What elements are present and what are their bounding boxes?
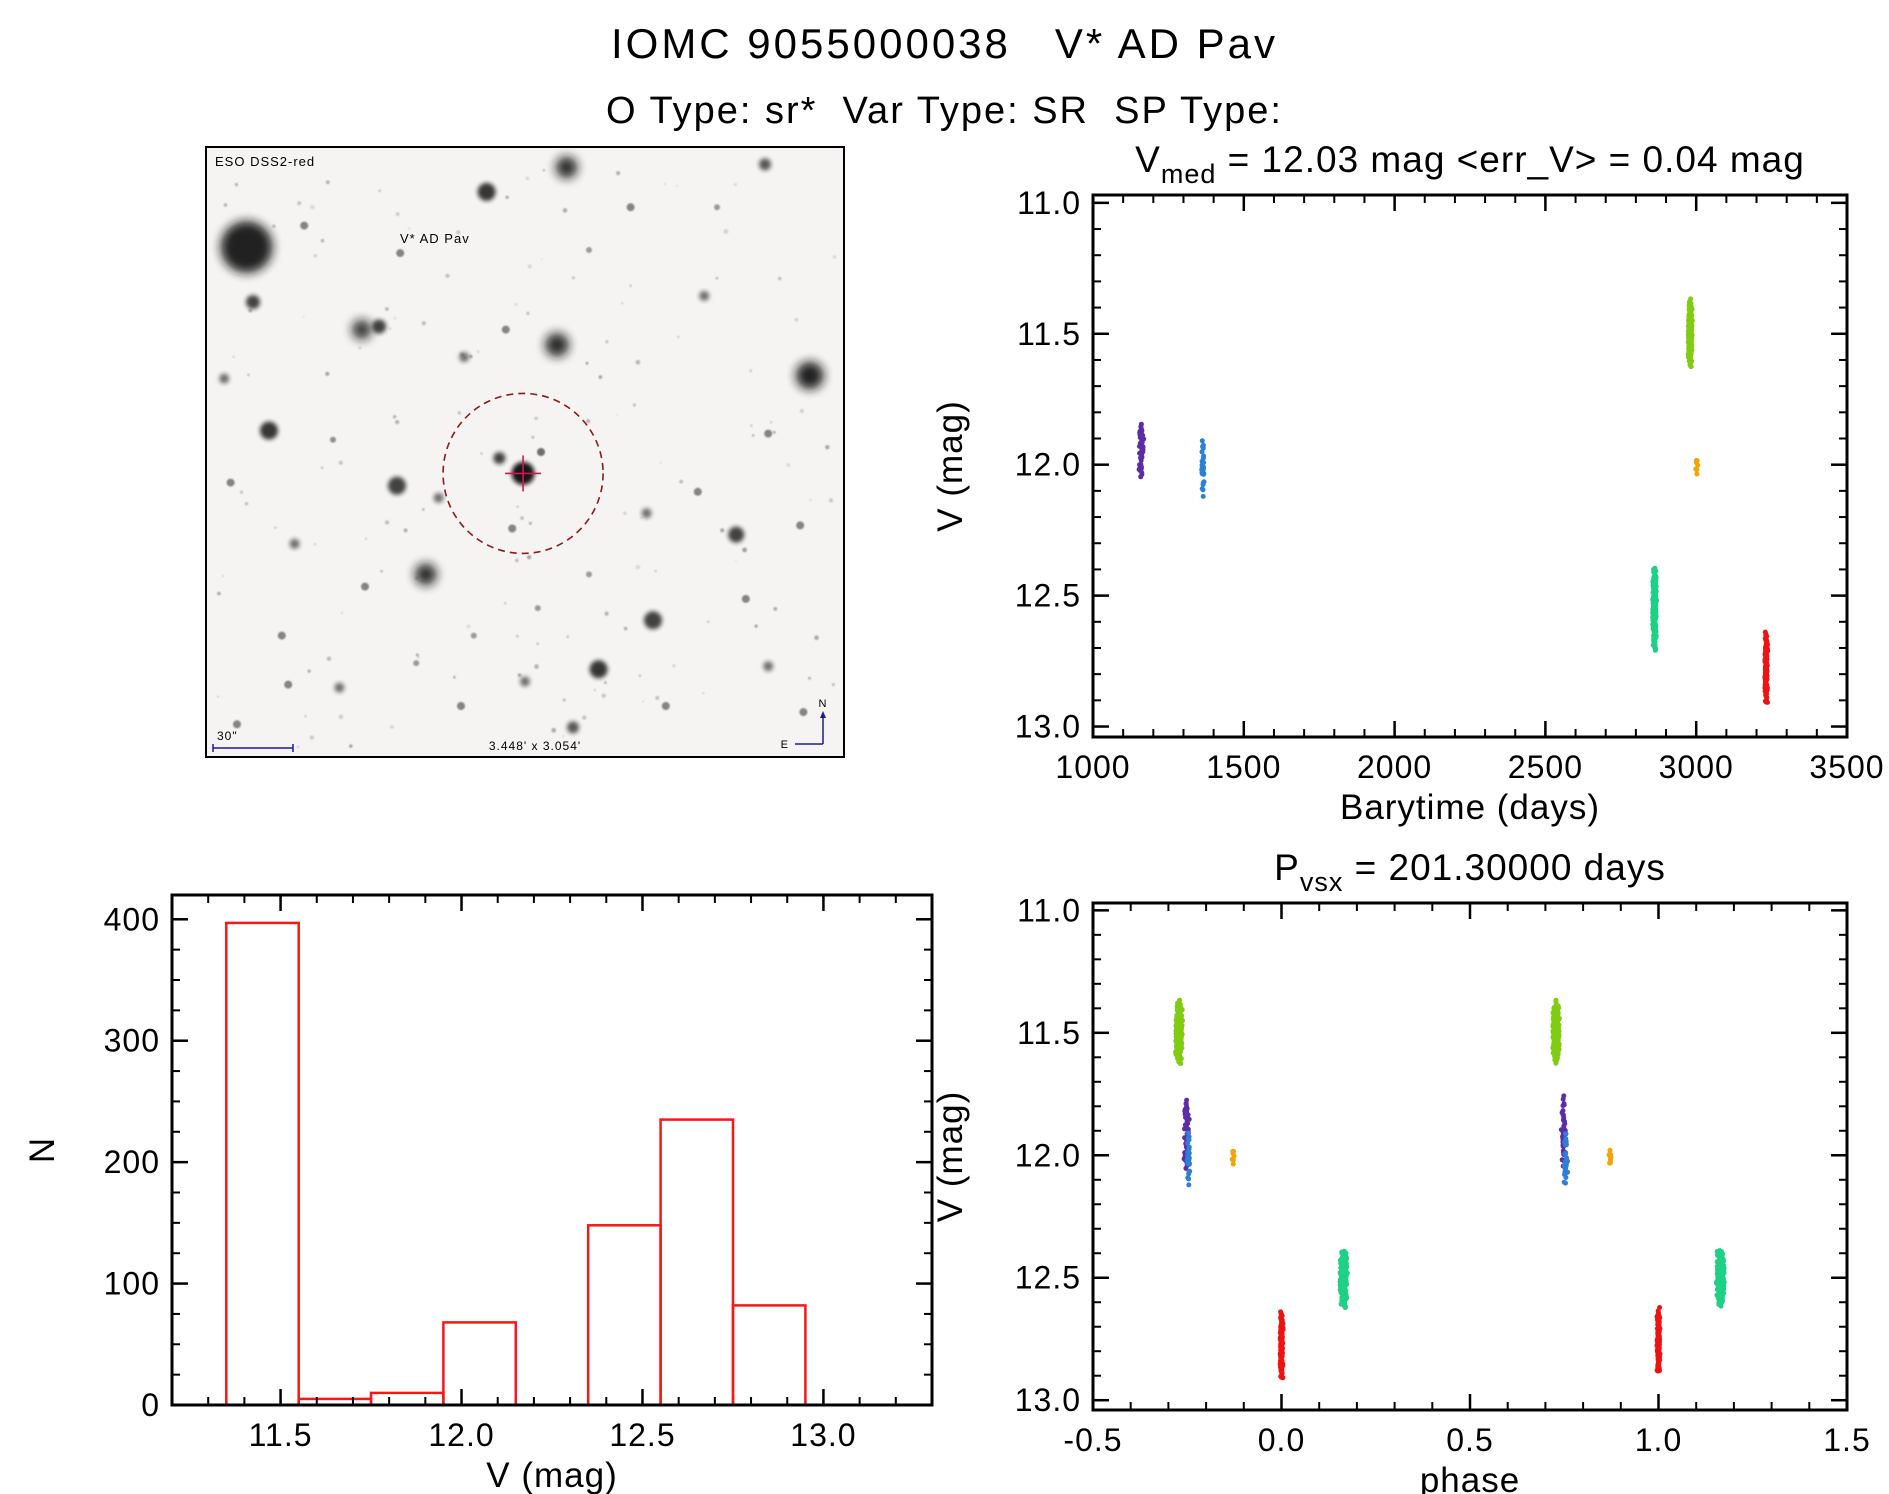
- y-tick-label: 0: [141, 1387, 160, 1423]
- y-tick-label: 13.0: [1015, 1382, 1081, 1418]
- scale-label: 30": [217, 729, 238, 743]
- y-tick-label: 11.0: [1017, 185, 1081, 221]
- target-label: V* AD Pav: [400, 231, 470, 246]
- y-axis-label: V (mag): [931, 1091, 970, 1222]
- compass-north-label: N: [819, 698, 828, 710]
- x-tick-label: 1.0: [1635, 1422, 1682, 1458]
- page-title: IOMC 9055000038 V* AD Pav: [610, 20, 1278, 67]
- y-tick-label: 12.5: [1015, 578, 1081, 614]
- starfield-image: ESO DSS2-red V* AD Pav 30" 3.448' x 3.054' N…: [205, 146, 845, 758]
- axes: -0.5 0.0 0.5 1.0 1.5 11.0 11.5 12.0 12.5 13.0: [1015, 892, 1870, 1458]
- y-axis-label: N: [23, 1137, 62, 1163]
- survey-label: ESO DSS2-red: [215, 154, 315, 169]
- compass: NE: [781, 698, 828, 751]
- y-tick-label: 12.0: [1015, 447, 1081, 483]
- y-tick-label: 400: [104, 901, 160, 937]
- x-tick-label: 3000: [1659, 749, 1734, 785]
- y-tick-label: 12.5: [1015, 1260, 1081, 1296]
- x-tick-label: 1000: [1055, 749, 1130, 785]
- x-tick-label: 1500: [1206, 749, 1281, 785]
- x-axis-label: V (mag): [486, 1456, 617, 1494]
- phase-chart: -0.5 0.0 0.5 1.0 1.5 11.0 11.5 12.0 12.5 13.0 Pvsx…: [900, 845, 1889, 1494]
- data-points: [1136, 296, 1771, 705]
- x-tick-label: 13.0: [790, 1417, 856, 1453]
- x-axis-label: Barytime (days): [1340, 788, 1600, 827]
- x-tick-label: 2000: [1357, 749, 1432, 785]
- y-tick-label: 13.0: [1015, 709, 1081, 745]
- target-cross-marker: [505, 455, 542, 492]
- x-tick-label: 12.0: [428, 1417, 494, 1453]
- y-tick-label: 12.0: [1015, 1137, 1081, 1173]
- axes: 11.5 12.0 12.5 13.0 0 100 200 300 400: [104, 893, 934, 1453]
- x-tick-label: 12.5: [609, 1417, 675, 1453]
- lightcurve-chart: 1000 1500 2000 2500 3000 3500 11.0 11.5 12.0 12.5…: [900, 138, 1889, 840]
- y-tick-label: 11.5: [1017, 1015, 1081, 1051]
- aperture-circle: [442, 392, 604, 555]
- x-tick-label: 1.5: [1823, 1422, 1870, 1458]
- x-tick-label: -0.5: [1063, 1422, 1122, 1458]
- x-tick-label: 3500: [1809, 749, 1884, 785]
- x-tick-label: 11.5: [249, 1417, 313, 1453]
- axes: 1000 1500 2000 2500 3000 3500 11.0 11.5 12.0 12.5…: [1015, 185, 1884, 785]
- histogram-chart: 11.5 12.0 12.5 13.0 0 100 200 300 400 V (mag) N: [20, 840, 940, 1494]
- chart-title: Vmed = 12.03 mag <err_V> = 0.04 mag: [1135, 139, 1805, 189]
- page-subtitle: O Type: sr* Var Type: SR SP Type:: [606, 90, 1283, 132]
- y-tick-label: 11.0: [1017, 892, 1081, 928]
- chart-title: Pvsx = 201.30000 days: [1274, 847, 1666, 897]
- data-points: [1173, 997, 1727, 1381]
- y-tick-label: 11.5: [1017, 316, 1081, 352]
- y-axis-label: V (mag): [931, 400, 970, 531]
- x-tick-label: 2500: [1508, 749, 1583, 785]
- histogram-bars: [225, 921, 807, 1407]
- y-tick-label: 200: [104, 1144, 160, 1180]
- x-axis-label: phase: [1420, 1461, 1520, 1494]
- x-tick-label: 0.0: [1258, 1422, 1305, 1458]
- y-tick-label: 300: [104, 1023, 160, 1059]
- star-dots: [217, 156, 837, 749]
- x-tick-label: 0.5: [1446, 1422, 1493, 1458]
- compass-east-label: E: [781, 739, 789, 751]
- y-tick-label: 100: [104, 1266, 160, 1302]
- fov-label: 3.448' x 3.054': [489, 739, 581, 753]
